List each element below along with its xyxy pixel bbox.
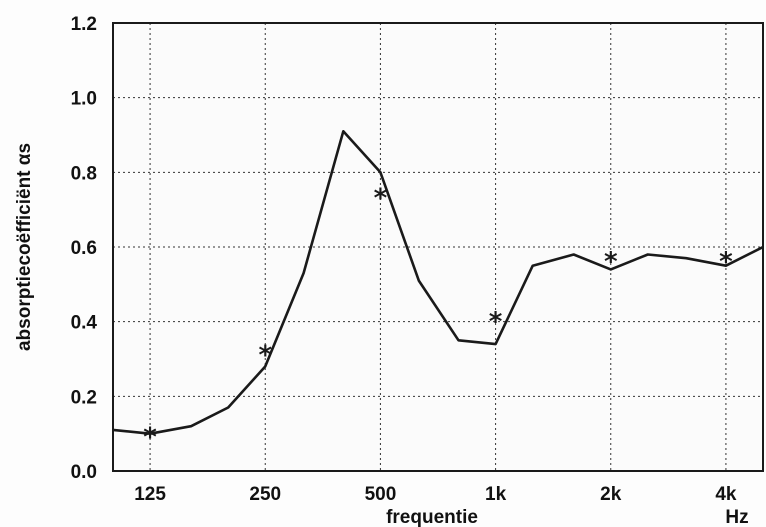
y-tick-label: 0.0 — [71, 462, 97, 483]
x-tick-label: 500 — [365, 484, 397, 505]
x-axis-unit: Hz — [725, 507, 748, 527]
x-tick-label: 1k — [485, 484, 507, 505]
series-layer: * * * * * * — [112, 130, 764, 453]
plot-frame — [112, 22, 764, 472]
y-tick-label: 0.2 — [71, 387, 97, 408]
x-tick-label: 4k — [715, 484, 737, 505]
y-axis-title: absorptiecoëfficiënt αs — [14, 143, 35, 351]
data-point-marker: * — [719, 247, 733, 277]
data-point-marker: * — [374, 184, 388, 214]
y-tick-label: 0.8 — [71, 163, 97, 184]
y-tick-label: 1.2 — [71, 14, 97, 35]
x-axis-title: frequentie — [386, 507, 478, 527]
y-tick-label: 0.6 — [71, 238, 97, 259]
x-tick-label: 250 — [249, 484, 281, 505]
x-tick-label: 125 — [134, 484, 166, 505]
x-tick-label: 2k — [600, 484, 622, 505]
grid-lines — [113, 23, 763, 471]
data-point-marker: * — [143, 423, 157, 453]
data-point-marker: * — [258, 341, 272, 371]
tick-labels: 125 250 500 1k 2k 4k 0.0 0.2 0.4 0.6 0.8 1.0 1.2 — [71, 14, 737, 505]
y-tick-label: 1.0 — [71, 89, 97, 110]
data-point-marker: * — [604, 247, 618, 277]
y-tick-label: 0.4 — [71, 313, 98, 334]
data-point-marker: * — [489, 307, 503, 337]
absorption-curve-line — [112, 130, 764, 436]
